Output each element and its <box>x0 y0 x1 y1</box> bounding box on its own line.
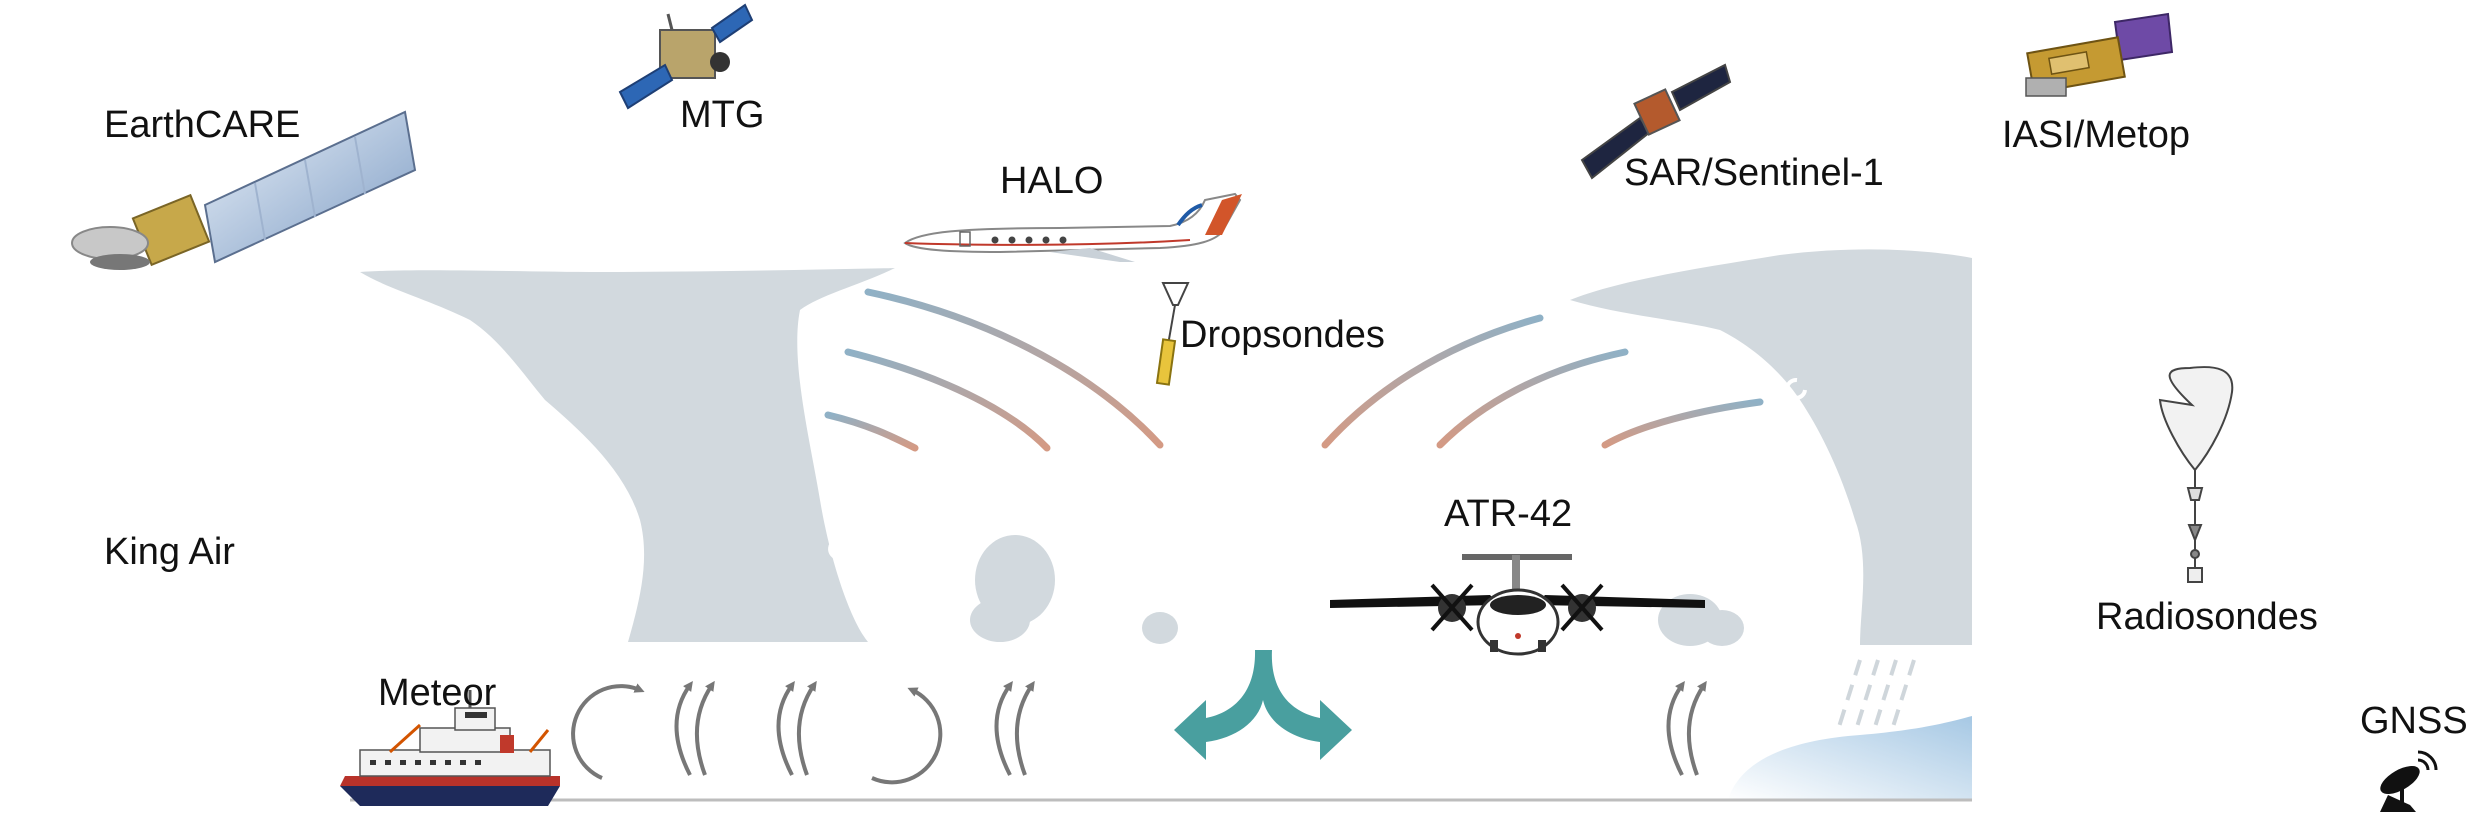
aircraft-icon <box>903 192 1242 262</box>
satellite-icon <box>71 110 417 270</box>
updraft-arrow <box>994 680 1013 776</box>
updraft-arrow <box>674 680 693 776</box>
circulation-arrow-left <box>571 683 645 780</box>
atr42-label: ATR-42 <box>1444 493 1573 535</box>
gnss-label: GNSS <box>2360 700 2468 742</box>
streamlines-left <box>824 288 1164 452</box>
precipitation-streaks <box>1836 659 1916 731</box>
ship-icon <box>340 690 560 806</box>
meteor-label: Meteor <box>378 672 497 714</box>
updraft-arrow <box>776 680 795 776</box>
radiosondes-label: Radiosondes <box>2096 596 2318 638</box>
cloud-curls <box>450 342 1852 610</box>
satellite-icon <box>2025 12 2174 97</box>
mtg-label: MTG <box>680 94 765 136</box>
convection-arrows <box>571 680 1707 785</box>
cloud-left <box>360 268 1178 644</box>
satellite-icon <box>618 3 754 110</box>
dropsonde-icon <box>1155 282 1190 386</box>
antenna-icon <box>2380 750 2438 812</box>
circulation-arrow-right <box>871 687 943 785</box>
updraft-arrow <box>694 680 715 776</box>
cloud-right <box>1570 249 1972 646</box>
satellite-icon <box>1580 63 1732 180</box>
iasi-metop-label: IASI/Metop <box>2002 114 2190 156</box>
updraft-arrow <box>1666 680 1685 776</box>
aircraft-icon <box>1330 554 1705 656</box>
downdraft-arrow <box>1174 650 1352 760</box>
updraft-arrow <box>796 680 817 776</box>
king-air-label: King Air <box>104 531 235 573</box>
dropsondes-label: Dropsondes <box>1180 314 1385 356</box>
halo-label: HALO <box>1000 160 1104 202</box>
updraft-arrow <box>1014 680 1035 776</box>
updraft-arrow <box>1686 680 1707 776</box>
earthcare-label: EarthCARE <box>104 104 301 146</box>
balloon-icon <box>2158 366 2234 583</box>
streamlines-right <box>1321 314 1764 449</box>
sea-ice <box>1728 716 1972 800</box>
sar-sentinel-label: SAR/Sentinel-1 <box>1624 152 1884 194</box>
